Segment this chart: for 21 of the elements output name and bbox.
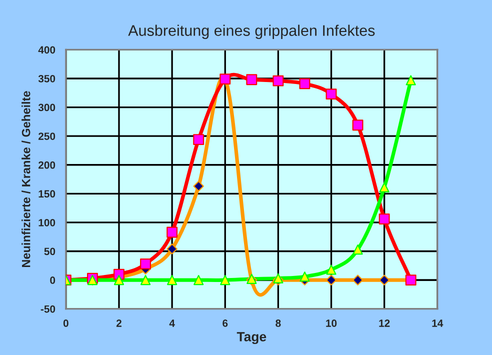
x-tick-label: 2 — [116, 320, 122, 327]
y-tick-label: 150 — [38, 190, 56, 198]
x-tick-label: 0 — [63, 320, 68, 327]
y-tick-label: 0 — [50, 276, 56, 284]
x-tick-label: 6 — [222, 320, 228, 327]
y-tick-label: -50 — [40, 305, 56, 313]
y-tick-label: 200 — [38, 161, 56, 169]
y-tick-label: 350 — [38, 74, 56, 82]
y-axis-title: Neuinfizierte / Kranke / Geheilte — [22, 91, 30, 268]
y-tick-label: 50 — [44, 248, 56, 256]
y-tick-label: 300 — [38, 104, 56, 112]
x-tick-label: 4 — [169, 320, 175, 327]
x-tick-label: 14 — [432, 320, 444, 327]
y-tick-label: 100 — [38, 218, 56, 226]
chart-title: Ausbreitung eines grippalen Infektes — [128, 24, 375, 39]
x-axis-title: Tage — [236, 332, 266, 344]
y-tick-label: 400 — [38, 46, 56, 54]
x-tick-label: 10 — [326, 320, 337, 327]
x-tick-label: 12 — [379, 320, 390, 327]
x-tick-label: 8 — [276, 320, 281, 327]
y-tick-label: 250 — [38, 132, 56, 140]
